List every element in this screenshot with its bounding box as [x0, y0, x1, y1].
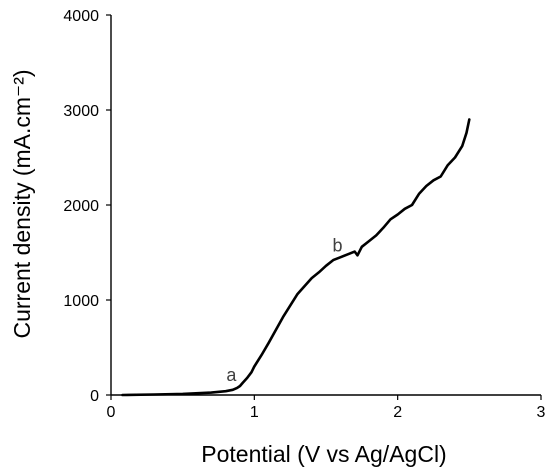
y-tick-label: 4000: [63, 8, 99, 25]
annotation-label-a: a: [226, 365, 237, 385]
y-tick-label: 3000: [63, 103, 99, 120]
x-tick-label: 1: [250, 404, 259, 421]
annotation-label-b: b: [332, 236, 342, 256]
y-tick-label: 0: [90, 388, 99, 405]
x-tick-label: 2: [393, 404, 402, 421]
series-line-1: [121, 118, 471, 397]
y-tick-label: 1000: [63, 293, 99, 310]
y-axis-title: Current density (mA.cm⁻²): [9, 69, 35, 338]
x-tick-label: 3: [537, 404, 546, 421]
x-axis-title: Potential (V vs Ag/AgCl): [201, 441, 446, 467]
x-tick-label: 0: [107, 404, 116, 421]
axes: 0 1000 2000 3000 4000 0 1 2 3: [63, 8, 545, 421]
y-tick-label: 2000: [63, 198, 99, 215]
plot-area: ab: [121, 118, 471, 397]
